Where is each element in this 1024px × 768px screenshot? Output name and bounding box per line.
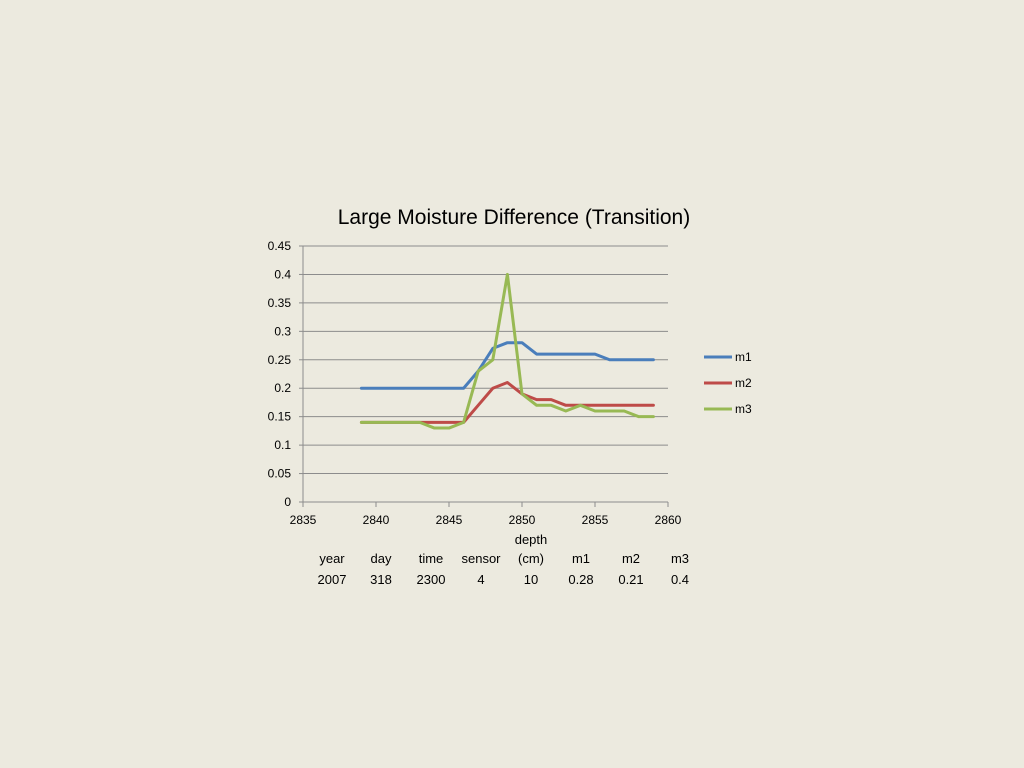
info-table-value-0: 2007 bbox=[318, 572, 347, 587]
x-tick-label-4: 2855 bbox=[582, 513, 609, 527]
x-tick-label-2: 2845 bbox=[436, 513, 463, 527]
y-tick-label-2: 0.1 bbox=[274, 438, 291, 452]
y-tick-label-7: 0.35 bbox=[268, 296, 292, 310]
info-table-value-7: 0.4 bbox=[671, 572, 689, 587]
legend-label-m2: m2 bbox=[735, 376, 752, 390]
info-table-value-4: 10 bbox=[524, 572, 538, 587]
series-line-m1 bbox=[359, 341, 655, 390]
info-table-value-5: 0.28 bbox=[568, 572, 593, 587]
x-tick-label-5: 2860 bbox=[655, 513, 682, 527]
legend-label-m1: m1 bbox=[735, 350, 752, 364]
y-tick-label-0: 0 bbox=[284, 495, 291, 509]
info-table-header-2: time bbox=[419, 551, 444, 566]
y-tick-label-9: 0.45 bbox=[268, 239, 292, 253]
x-axis-ticks: 2835 2840 2845 2850 2855 2860 bbox=[290, 502, 682, 527]
info-table-header-7: m3 bbox=[671, 551, 689, 566]
info-table: depth year day time sensor (cm) m1 m2 m3 2007 318… bbox=[318, 532, 690, 587]
y-tick-label-6: 0.3 bbox=[274, 324, 291, 338]
x-tick-label-1: 2840 bbox=[363, 513, 390, 527]
y-tick-label-8: 0.4 bbox=[274, 267, 291, 281]
legend-label-m3: m3 bbox=[735, 402, 752, 416]
info-table-value-1: 318 bbox=[370, 572, 392, 587]
info-table-header-4: (cm) bbox=[518, 551, 544, 566]
axes bbox=[302, 246, 668, 503]
info-table-header-5: m1 bbox=[572, 551, 590, 566]
x-tick-label-0: 2835 bbox=[290, 513, 317, 527]
info-table-value-6: 0.21 bbox=[618, 572, 643, 587]
info-table-header-0: year bbox=[319, 551, 345, 566]
y-axis-ticks: 0 0.05 0.1 0.15 0.2 0.25 0.3 0.35 0.4 0.45 bbox=[268, 239, 303, 509]
y-tick-label-3: 0.15 bbox=[268, 410, 292, 424]
legend: m1 m2 m3 bbox=[704, 350, 752, 416]
x-tick-label-3: 2850 bbox=[509, 513, 536, 527]
info-table-value-3: 4 bbox=[477, 572, 484, 587]
y-tick-label-1: 0.05 bbox=[268, 467, 292, 481]
series-line-m3 bbox=[359, 272, 655, 430]
info-table-header-3: sensor bbox=[461, 551, 501, 566]
info-table-header-6: m2 bbox=[622, 551, 640, 566]
y-tick-label-4: 0.2 bbox=[274, 381, 291, 395]
info-table-depth-label: depth bbox=[515, 532, 548, 547]
y-tick-label-5: 0.25 bbox=[268, 353, 292, 367]
info-table-value-2: 2300 bbox=[417, 572, 446, 587]
series-lines bbox=[359, 272, 655, 430]
chart-title: Large Moisture Difference (Transition) bbox=[338, 206, 690, 229]
info-table-header-1: day bbox=[371, 551, 392, 566]
